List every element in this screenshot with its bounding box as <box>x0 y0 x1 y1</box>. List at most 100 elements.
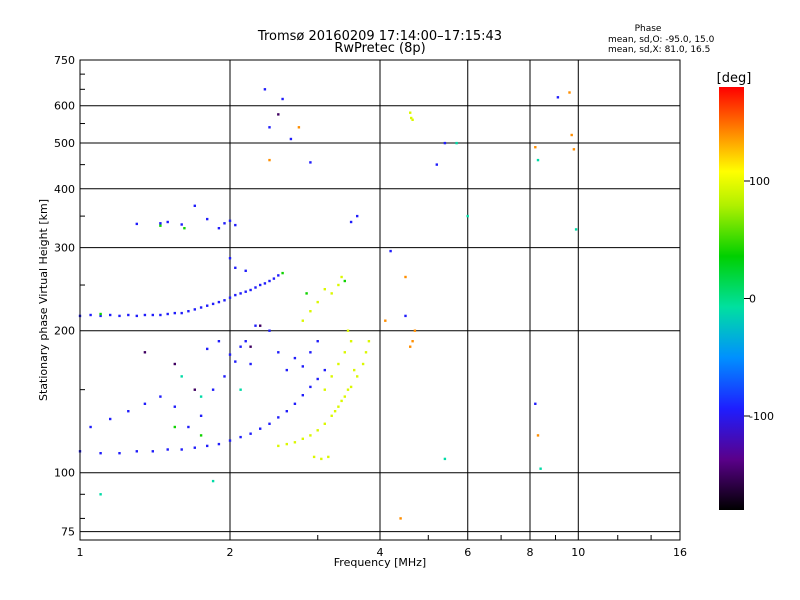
data-point <box>364 351 368 354</box>
data-point <box>135 314 138 318</box>
x-tick-label: 2 <box>227 546 234 559</box>
data-point <box>118 314 121 318</box>
plot-frame <box>79 59 681 541</box>
data-point <box>127 410 130 413</box>
data-point <box>404 314 407 318</box>
data-point <box>217 442 221 446</box>
data-point <box>389 249 392 253</box>
data-point <box>234 293 237 297</box>
data-point <box>259 283 262 287</box>
data-point <box>570 133 573 137</box>
data-point <box>330 414 333 417</box>
data-point <box>309 161 312 164</box>
x-tick-label: 4 <box>377 546 384 559</box>
data-point <box>206 444 209 448</box>
data-point <box>323 388 326 391</box>
data-point <box>211 388 215 391</box>
data-point <box>320 457 323 461</box>
data-point <box>239 388 242 391</box>
data-point <box>199 395 203 398</box>
data-point <box>309 434 312 437</box>
data-point <box>277 113 280 116</box>
data-point <box>346 329 350 332</box>
data-point <box>333 410 337 413</box>
data-point <box>180 223 183 226</box>
data-point <box>173 405 176 408</box>
data-point <box>99 493 102 496</box>
data-point <box>281 271 284 275</box>
data-point <box>323 422 326 425</box>
data-point <box>159 395 162 398</box>
data-point <box>228 296 232 299</box>
data-point <box>206 217 209 221</box>
data-point <box>143 313 147 317</box>
data-point <box>330 375 333 378</box>
data-point <box>228 439 232 442</box>
data-point <box>301 365 304 368</box>
data-point <box>159 313 162 317</box>
colorbar-tick-label: 0 <box>749 293 756 306</box>
data-point <box>574 228 578 231</box>
data-point <box>361 362 365 366</box>
phase-heading: Phase <box>635 24 662 34</box>
data-point <box>166 220 169 224</box>
data-point <box>89 425 92 429</box>
data-point <box>151 450 154 453</box>
colorbar-label: [deg] <box>717 71 752 86</box>
data-point <box>293 402 297 405</box>
data-point <box>159 222 162 225</box>
data-point <box>337 405 340 408</box>
data-point <box>534 402 537 405</box>
data-point <box>268 279 271 283</box>
data-point <box>353 368 356 372</box>
data-point <box>277 351 280 354</box>
data-point <box>268 126 271 129</box>
data-point <box>239 435 242 439</box>
data-point <box>259 324 262 327</box>
chart-subtitle: RwPretec (8p) <box>334 41 425 56</box>
y-tick-label: 200 <box>54 325 75 338</box>
data-points <box>78 88 578 520</box>
data-point <box>239 345 242 348</box>
colorbar-ticks: 100 0 -100 <box>744 175 774 423</box>
data-point <box>413 329 417 332</box>
chart-title: Tromsø 20160209 17:14:00–17:15:43 <box>257 29 502 44</box>
data-point <box>249 288 252 292</box>
x-tick-label: 8 <box>527 546 534 559</box>
data-point <box>180 311 183 315</box>
data-point <box>301 319 304 322</box>
data-point <box>285 410 288 413</box>
data-point <box>277 416 280 419</box>
data-point <box>99 314 102 318</box>
data-point <box>173 425 176 429</box>
y-tick-label: 500 <box>54 137 75 150</box>
data-point <box>99 312 102 316</box>
x-axis-label: Frequency [MHz] <box>334 556 426 569</box>
data-point <box>109 313 112 317</box>
data-point <box>239 292 242 295</box>
phase-line-o: mean, sd,O: -95.0, 15.0 <box>608 35 715 45</box>
data-point <box>301 394 304 397</box>
data-point <box>316 300 319 304</box>
data-point <box>316 340 319 343</box>
y-tick-label: 400 <box>54 183 75 196</box>
data-point <box>301 437 304 440</box>
data-point <box>309 310 312 313</box>
data-point <box>135 450 138 453</box>
y-tick-label: 600 <box>54 100 75 113</box>
data-point <box>409 345 412 348</box>
data-point <box>346 388 350 391</box>
x-axis-ticks: 1 2 4 6 8 10 16 <box>77 535 687 559</box>
data-point <box>349 385 353 389</box>
data-point <box>316 377 319 381</box>
data-point <box>173 311 176 315</box>
data-point <box>536 434 540 437</box>
y-tick-label: 100 <box>54 467 75 480</box>
data-point <box>89 313 92 317</box>
data-point <box>337 283 340 287</box>
data-point <box>135 222 138 226</box>
data-point <box>297 126 301 129</box>
data-point <box>180 375 183 378</box>
data-point <box>384 319 387 322</box>
